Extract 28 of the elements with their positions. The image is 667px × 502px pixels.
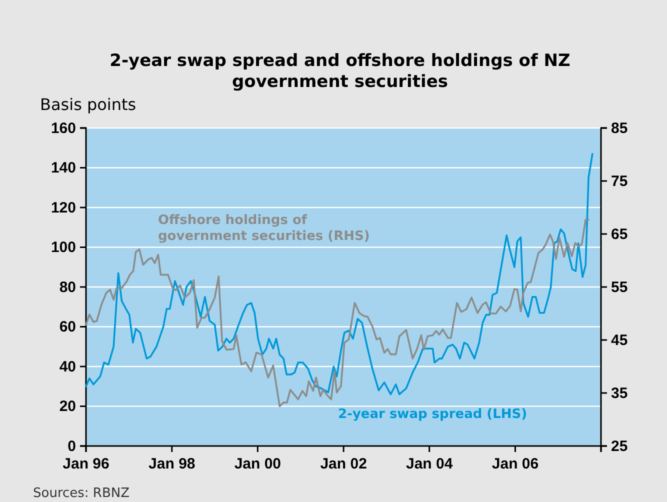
series-label: Offshore holdings of government securities (RHS) (158, 213, 370, 244)
y2-tick-label: 45 (611, 332, 628, 349)
x-tick-label: Jan 04 (406, 456, 454, 473)
x-tick-label: Jan 06 (492, 456, 539, 473)
line-series (85, 152, 594, 396)
y2-tick-label: 85 (611, 120, 628, 137)
y2-tick-label: 35 (611, 384, 628, 402)
y-tick-label: 160 (50, 120, 76, 137)
y-tick-label: 20 (59, 398, 76, 416)
y-tick-label: 40 (59, 358, 76, 376)
y2-tick-label: 65 (611, 226, 628, 243)
x-tick-label: Jan 02 (320, 456, 367, 473)
x-tick-label: Jan 98 (148, 456, 196, 473)
y-tick-label: 80 (59, 278, 76, 296)
y-tick-label: 0 (68, 438, 76, 455)
series-label: 2-year swap spread (LHS) (338, 407, 528, 422)
x-tick-label: Jan 00 (234, 456, 282, 473)
y-tick-label: 100 (50, 239, 76, 256)
y-tick-label: 120 (50, 199, 76, 216)
x-tick-label: Jan 96 (62, 456, 110, 473)
y-tick-label: 60 (59, 318, 76, 336)
y2-tick-label: 75 (611, 172, 628, 190)
y2-tick-label: 25 (611, 438, 628, 455)
y-tick-label: 140 (50, 160, 76, 177)
y2-tick-label: 55 (611, 278, 628, 296)
source-note: Sources: RBNZ (33, 486, 130, 501)
y-axis-title: Basis points (40, 95, 136, 114)
chart-title: 2-year swap spread and offshore holdings of NZ government securities (110, 51, 570, 92)
